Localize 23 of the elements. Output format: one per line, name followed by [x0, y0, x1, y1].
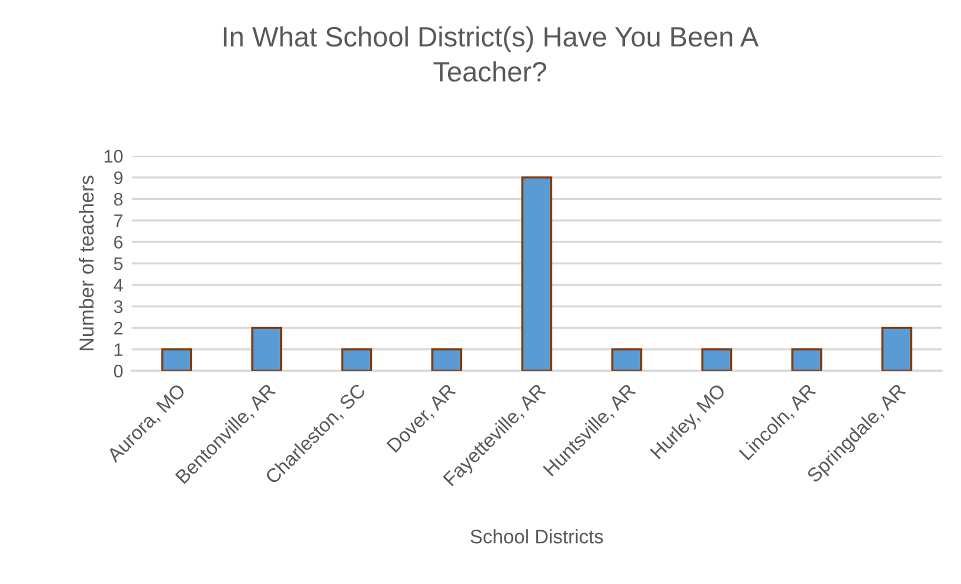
- y-tick-label: 7: [114, 214, 122, 227]
- y-tick-label: 4: [114, 278, 123, 292]
- y-tick-label: 10: [104, 150, 123, 163]
- bar: [251, 326, 282, 371]
- bar: [161, 348, 192, 371]
- bar: [701, 348, 732, 371]
- y-tick-label: 9: [114, 171, 122, 184]
- bar: [341, 348, 372, 371]
- bar: [881, 326, 912, 371]
- y-tick-label: 2: [114, 322, 122, 334]
- y-tick-label: 5: [114, 258, 123, 270]
- bar: [521, 176, 552, 371]
- y-tick-label: 8: [114, 192, 123, 206]
- bar: [791, 348, 822, 371]
- bar: [431, 348, 462, 371]
- y-tick-label: 0: [114, 364, 123, 378]
- bar: [611, 348, 642, 371]
- chart-title: In What School District(s) Have You Been A Teacher?: [224, 26, 759, 82]
- y-tick-label: 3: [114, 300, 123, 314]
- y-tick-label: 1: [114, 343, 122, 356]
- y-tick-label: 6: [114, 236, 123, 249]
- x-axis-title: School Districts: [470, 529, 604, 544]
- y-axis-title: Number of teachers: [78, 176, 94, 350]
